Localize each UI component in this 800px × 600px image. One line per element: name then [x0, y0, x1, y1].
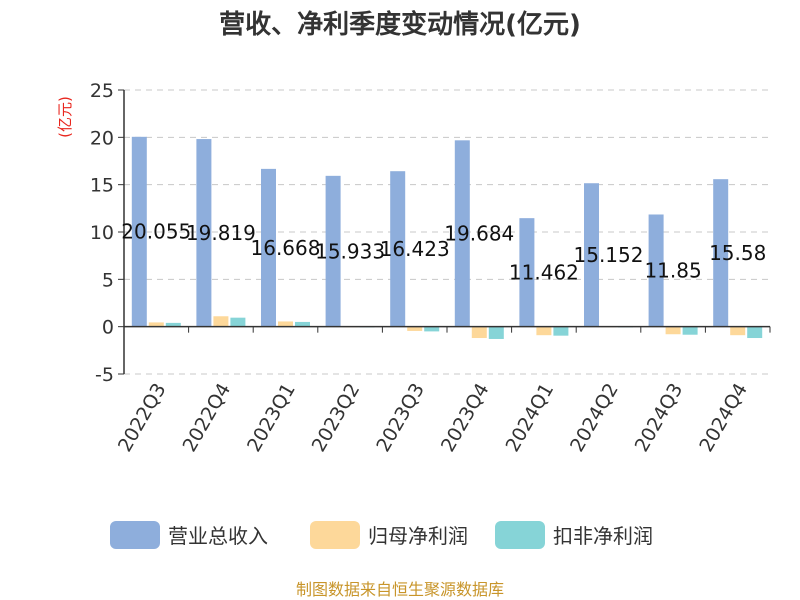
bar-series-1-2022Q4 [213, 316, 229, 327]
data-label-revenue: 11.85 [644, 259, 701, 283]
y-tick-label: 0 [102, 317, 114, 339]
x-category-label: 2023Q1 [243, 380, 300, 456]
bar-series-0-2022Q4 [196, 139, 212, 327]
bar-series-2-2023Q3 [424, 326, 440, 332]
x-category-label: 2023Q4 [437, 380, 494, 456]
legend-label-2: 扣非净利润 [553, 524, 653, 548]
bar-series-2-2024Q1 [553, 326, 569, 336]
legend-swatch-0 [110, 521, 160, 549]
legend-label-1: 归母净利润 [368, 524, 468, 548]
y-tick-label: 25 [90, 80, 114, 102]
data-label-revenue: 16.423 [380, 237, 450, 261]
bar-series-2-2022Q4 [230, 317, 246, 327]
bar-series-2-2023Q4 [488, 326, 504, 339]
x-category-label: 2024Q1 [501, 380, 558, 456]
bar-series-2-2024Q3 [682, 326, 698, 335]
bar-series-1-2023Q3 [407, 326, 423, 331]
x-category-label: 2023Q3 [372, 380, 429, 456]
data-label-revenue: 11.462 [509, 260, 579, 284]
bars [131, 136, 763, 339]
bar-series-0-2022Q3 [131, 136, 147, 327]
data-label-revenue: 19.819 [186, 221, 256, 245]
data-label-revenue: 15.58 [709, 241, 766, 265]
legend: 营业总收入 归母净利润 扣非净利润 [110, 521, 653, 549]
y-tick-label: -5 [95, 364, 114, 386]
legend-swatch-1 [310, 521, 360, 549]
x-category-label: 2023Q2 [308, 380, 365, 456]
data-label-revenue: 19.684 [444, 221, 514, 245]
bar-series-0-2023Q1 [261, 168, 276, 327]
y-tick-label: 5 [102, 269, 114, 291]
y-axis-unit-label: (亿元) [56, 96, 74, 138]
bar-series-1-2023Q4 [471, 326, 487, 339]
bar-series-1-2022Q3 [148, 322, 164, 327]
bar-series-1-2024Q4 [730, 326, 746, 336]
legend-label-0: 营业总收入 [168, 524, 268, 548]
bar-series-0-2024Q3 [648, 214, 664, 327]
data-label-revenue: 15.152 [574, 243, 644, 267]
x-category-label: 2024Q3 [631, 380, 688, 456]
data-label-revenue: 16.668 [251, 236, 321, 260]
bar-series-0-2023Q2 [325, 175, 341, 327]
bar-series-1-2024Q1 [536, 326, 552, 336]
x-category-label: 2024Q2 [566, 380, 623, 456]
y-tick-label: 15 [90, 175, 114, 197]
legend-swatch-2 [495, 521, 545, 549]
chart-title: 营收、净利季度变动情况(亿元) [219, 9, 581, 40]
source-note: 制图数据来自恒生聚源数据库 [296, 580, 504, 599]
x-category-label: 2024Q4 [695, 380, 752, 456]
bar-series-1-2024Q3 [665, 326, 681, 335]
bar-series-1-2023Q1 [278, 321, 293, 327]
bar-series-0-2024Q1 [519, 218, 535, 327]
data-label-revenue: 15.933 [315, 239, 385, 263]
bar-series-0-2023Q4 [454, 140, 470, 327]
bar-series-0-2023Q3 [390, 171, 406, 327]
bar-series-0-2024Q2 [584, 183, 599, 327]
y-tick-label: 10 [90, 222, 114, 244]
bar-series-2-2024Q4 [747, 326, 763, 339]
bar-series-0-2024Q4 [713, 179, 729, 327]
x-category-label: 2022Q3 [114, 380, 171, 456]
bar-series-2-2023Q1 [295, 321, 310, 327]
x-category-label: 2022Q4 [178, 380, 235, 456]
bar-series-2-2022Q3 [165, 322, 181, 327]
y-tick-label: 20 [90, 127, 114, 149]
data-label-revenue: 20.055 [121, 220, 191, 244]
